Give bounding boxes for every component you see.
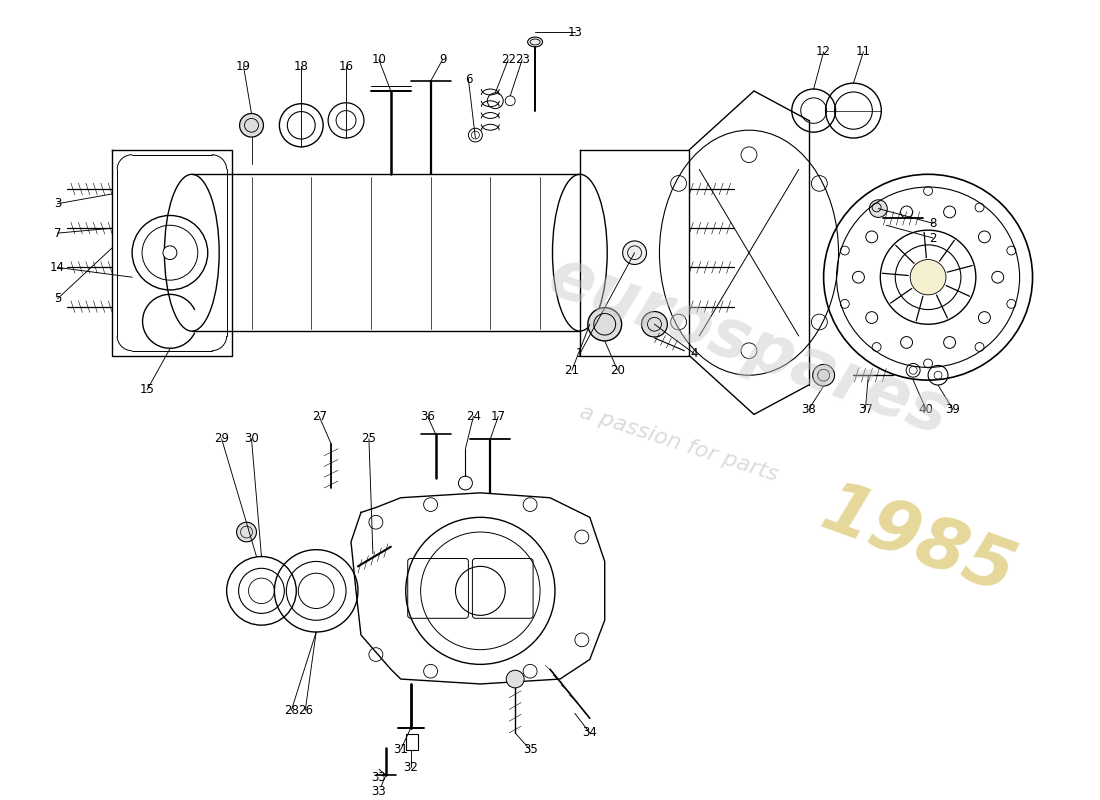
Text: 6: 6 (464, 73, 472, 86)
FancyBboxPatch shape (408, 558, 469, 618)
Text: 33: 33 (372, 770, 386, 783)
Circle shape (869, 200, 888, 218)
Text: 12: 12 (816, 46, 832, 58)
Text: 2: 2 (930, 231, 937, 245)
Text: 13: 13 (568, 26, 582, 38)
Circle shape (910, 259, 946, 295)
Text: 9: 9 (439, 53, 447, 66)
Text: 10: 10 (372, 53, 386, 66)
Text: 21: 21 (564, 364, 580, 377)
Text: a passion for parts: a passion for parts (578, 402, 781, 486)
Text: 38: 38 (801, 403, 816, 416)
Circle shape (240, 114, 264, 137)
FancyBboxPatch shape (406, 734, 418, 750)
Text: 17: 17 (491, 410, 506, 423)
Text: 19: 19 (236, 60, 251, 73)
Text: 28: 28 (284, 704, 299, 717)
Circle shape (163, 246, 177, 259)
Text: 14: 14 (50, 261, 65, 274)
Circle shape (813, 365, 835, 386)
Text: 32: 32 (404, 761, 418, 774)
Text: 39: 39 (946, 403, 960, 416)
Text: 20: 20 (610, 364, 625, 377)
Text: 40: 40 (918, 403, 934, 416)
Text: 16: 16 (339, 60, 353, 73)
Text: 24: 24 (466, 410, 481, 423)
Text: 34: 34 (582, 726, 597, 739)
Circle shape (236, 522, 256, 542)
Text: eurospares: eurospares (540, 242, 958, 449)
Text: 25: 25 (362, 433, 376, 446)
Text: 15: 15 (140, 383, 154, 397)
Text: 29: 29 (214, 433, 229, 446)
Text: 22: 22 (500, 53, 516, 66)
Circle shape (641, 311, 668, 337)
Text: 35: 35 (522, 743, 538, 756)
Circle shape (506, 670, 524, 688)
Text: 31: 31 (394, 743, 408, 756)
Text: 5: 5 (54, 292, 62, 306)
Text: 36: 36 (420, 410, 436, 423)
Text: 1: 1 (576, 347, 584, 360)
Text: 30: 30 (244, 433, 258, 446)
Text: 1985: 1985 (812, 475, 1024, 609)
Text: 3: 3 (54, 198, 62, 210)
FancyBboxPatch shape (472, 558, 534, 618)
Text: 11: 11 (856, 46, 871, 58)
Text: 37: 37 (858, 403, 872, 416)
Text: 26: 26 (298, 704, 312, 717)
Circle shape (623, 241, 647, 265)
Text: 8: 8 (930, 217, 937, 230)
Text: 33: 33 (372, 786, 386, 798)
Text: 27: 27 (311, 410, 327, 423)
Text: 23: 23 (515, 53, 529, 66)
Text: 18: 18 (294, 60, 309, 73)
Circle shape (587, 307, 621, 341)
Ellipse shape (528, 37, 542, 47)
Text: 7: 7 (54, 226, 62, 240)
Text: 4: 4 (691, 347, 698, 360)
